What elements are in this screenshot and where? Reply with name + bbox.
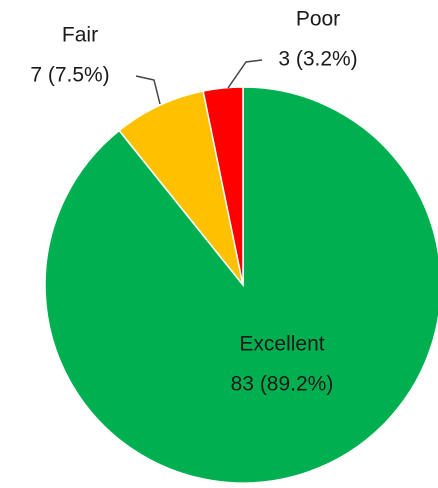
pie-slice (202, 86, 244, 286)
slice-category-label: Excellent (239, 333, 324, 356)
slice-value-label: 83 (89.2%) (231, 373, 334, 396)
leader-line (227, 59, 263, 89)
leader-line (135, 75, 161, 105)
slice-value-label: 7 (7.5%) (30, 64, 109, 87)
slice-value-label: 3 (3.2%) (278, 48, 357, 71)
slice-category-label: Poor (296, 8, 340, 31)
slice-category-label: Fair (62, 24, 98, 47)
pie-slice (44, 86, 438, 484)
